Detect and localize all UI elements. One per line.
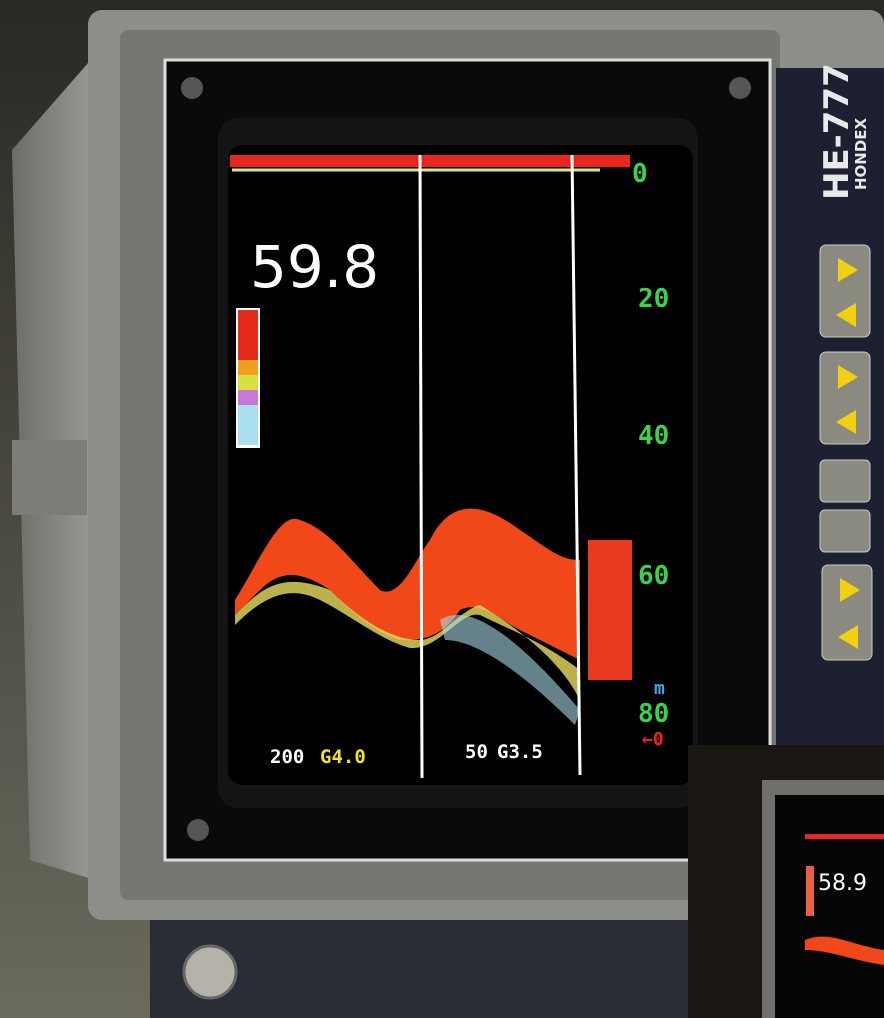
inset-color-bar [806,866,814,916]
gain: G4.0 [320,746,366,768]
screw [187,819,209,841]
arrow [838,625,858,649]
arrow [836,303,856,327]
range: 200 [270,746,304,768]
depth-scale: 20 [638,284,669,314]
color-bar [238,360,258,375]
arrow [836,410,856,434]
arrow [840,578,860,602]
buttons [819,244,873,661]
depth-scale: 80 [638,699,669,729]
button[interactable] [819,459,871,503]
screw [729,77,751,99]
inset-surface [805,834,884,839]
inset-depth: 58.9 [818,871,867,896]
depth-scale: 60 [638,561,669,591]
screw [181,77,203,99]
color-bar [238,405,258,445]
marker-line [418,154,424,779]
inset-echo [805,936,884,965]
maker: HONDEX [852,117,870,190]
button[interactable] [819,351,871,445]
button[interactable] [819,244,871,338]
depth-scale: 0 [632,159,648,189]
depth-readout: 59.8 [250,233,379,301]
base [150,920,710,1018]
color-bar [238,310,258,360]
range: 50 [465,741,488,763]
depth-scale: 40 [638,421,669,451]
bracket [12,440,87,515]
shift: 0 [653,729,664,750]
seabed-echo [235,508,580,660]
inset-screen [775,795,884,1018]
seabed-tail [440,614,580,725]
color-bar [238,390,258,405]
knob [182,944,238,1000]
shift-indicator: ←0 [642,729,664,750]
surface-echo [230,155,630,167]
color-bar [238,375,258,390]
seabed-tail [235,581,580,700]
marker-line [570,154,582,776]
unit: m [654,678,665,699]
model: HE-777 [817,63,857,200]
button[interactable] [819,509,871,553]
gain: G3.5 [497,741,543,763]
button[interactable] [821,564,873,661]
ascope-echo [588,540,632,680]
arrow [838,258,858,282]
arrow [838,365,858,389]
